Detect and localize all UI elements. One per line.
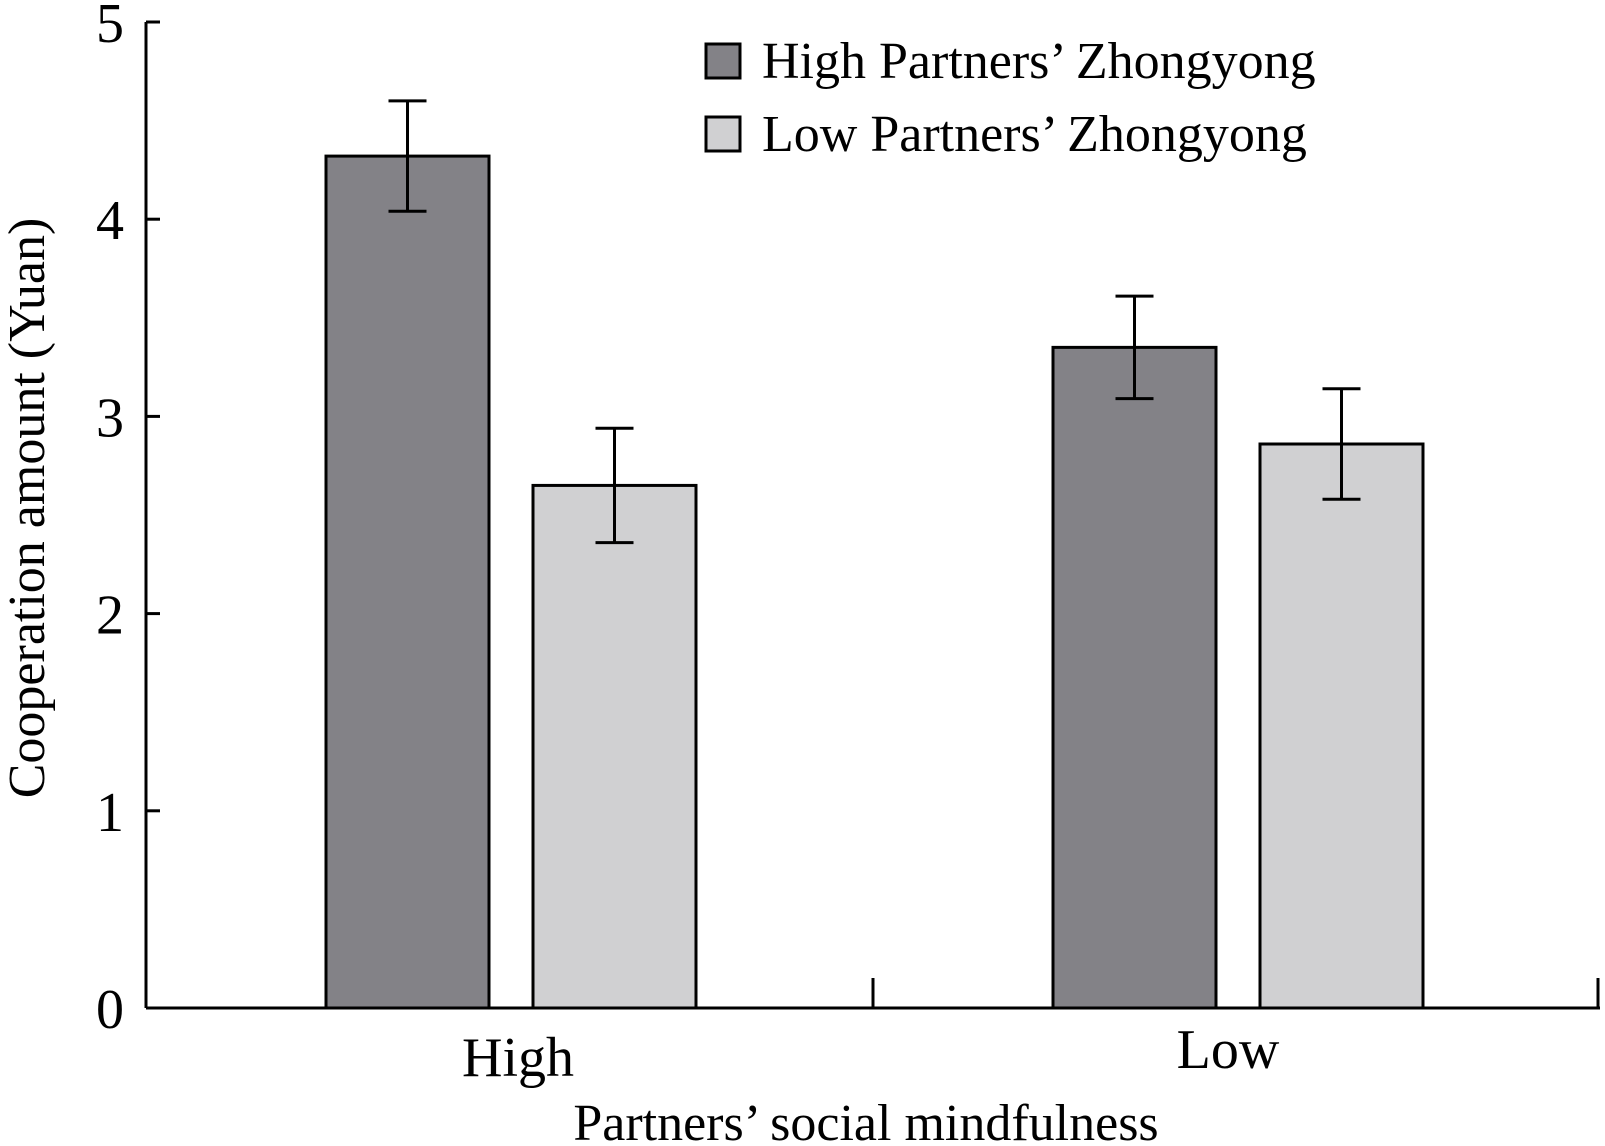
legend-label-1: High Partners’ Zhongyong xyxy=(762,33,1316,90)
y-tick-label-0: 0 xyxy=(96,979,124,1041)
error-bar-1-low xyxy=(1115,294,1154,401)
error-bar-1-high xyxy=(388,99,427,213)
legend-label-2: Low Partners’ Zhongyong xyxy=(762,106,1307,163)
bar-2-low xyxy=(1258,442,1425,1010)
error-bar-2-low xyxy=(1322,387,1361,501)
legend-swatch-1 xyxy=(704,42,742,80)
legend-item-1: High Partners’ Zhongyong xyxy=(704,33,1316,90)
labels-layer: Partners’ social mindfulness Cooperation… xyxy=(0,0,1280,1146)
legend: High Partners’ Zhongyong Low Partners’ Zh… xyxy=(704,33,1316,163)
y-axis-title: Cooperation amount (Yuan) xyxy=(0,218,56,799)
y-tick-label-2: 2 xyxy=(96,585,124,647)
y-tick-label-1: 1 xyxy=(96,782,124,844)
legend-swatch-2 xyxy=(704,115,742,153)
error-bars-layer xyxy=(388,99,1361,545)
x-axis-title: Partners’ social mindfulness xyxy=(573,1095,1158,1146)
error-bar-2-high xyxy=(595,426,634,545)
bar-1-high xyxy=(324,154,491,1010)
bar-1-low xyxy=(1051,345,1218,1010)
bar-2-high xyxy=(531,483,698,1010)
y-tick-label-4: 4 xyxy=(96,190,124,252)
y-tick-label-5: 5 xyxy=(96,0,124,55)
y-tick-label-3: 3 xyxy=(96,387,124,449)
legend-item-2: Low Partners’ Zhongyong xyxy=(704,106,1307,163)
x-tick-label-high: High xyxy=(462,1027,574,1089)
bars-layer xyxy=(324,154,1425,1010)
axes-layer xyxy=(144,20,1600,1010)
x-tick-label-low: Low xyxy=(1177,1019,1280,1081)
